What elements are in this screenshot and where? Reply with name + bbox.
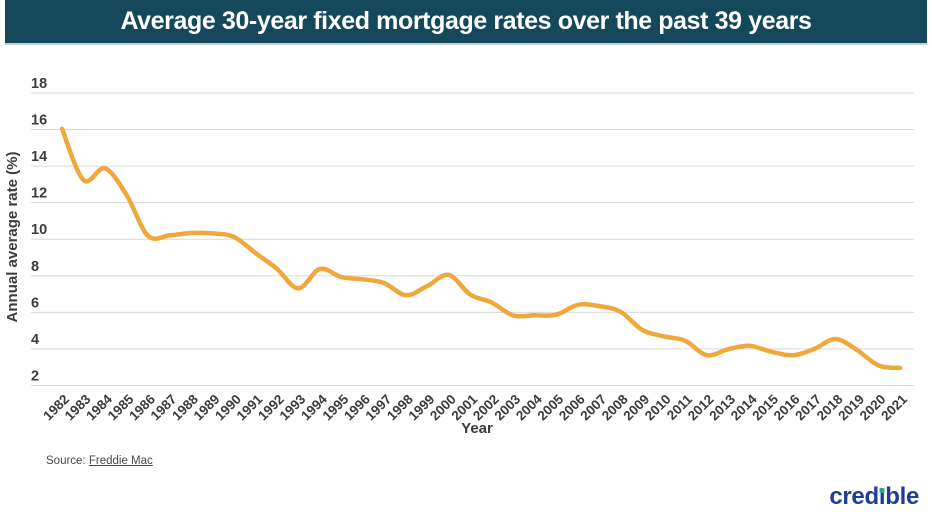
x-axis-title: Year — [461, 420, 493, 437]
source-link[interactable]: Freddie Mac — [88, 455, 153, 467]
chart-canvas: 2468101214161819821983198419851986198719… — [4, 76, 914, 437]
mortgage-rate-line-chart: 2 4 6 8 10 12 14 16 18 1982 1983 1984 1985 1986 1987 19… — [0, 60, 932, 452]
data-line — [59, 126, 903, 371]
y-tick-label: 18 — [31, 76, 47, 92]
logo-text-pre: cred — [829, 483, 879, 510]
source-note: Source: Freddie Mac — [46, 455, 153, 467]
y-tick-label: 2 — [31, 368, 39, 384]
logo-text-post: ble — [885, 483, 919, 510]
chart-title-banner: Average 30-year fixed mortgage rates ove… — [5, 0, 927, 43]
y-tick-label: 6 — [31, 295, 39, 311]
credible-logo: credıble — [829, 485, 919, 509]
y-tick-label: 12 — [31, 186, 47, 202]
y-axis-title: Annual average rate (%) — [4, 152, 21, 323]
y-tick-label: 14 — [31, 149, 47, 165]
logo-letter-i: ı — [878, 483, 886, 510]
y-tick-label: 8 — [31, 259, 39, 275]
chart-title: Average 30-year fixed mortgage rates ove… — [120, 7, 812, 35]
source-label: Source: — [46, 455, 86, 467]
x-tick-label: 2021 — [878, 391, 910, 423]
y-tick-label: 4 — [31, 332, 39, 348]
y-tick-label: 16 — [31, 113, 47, 129]
y-tick-label: 10 — [31, 222, 47, 238]
